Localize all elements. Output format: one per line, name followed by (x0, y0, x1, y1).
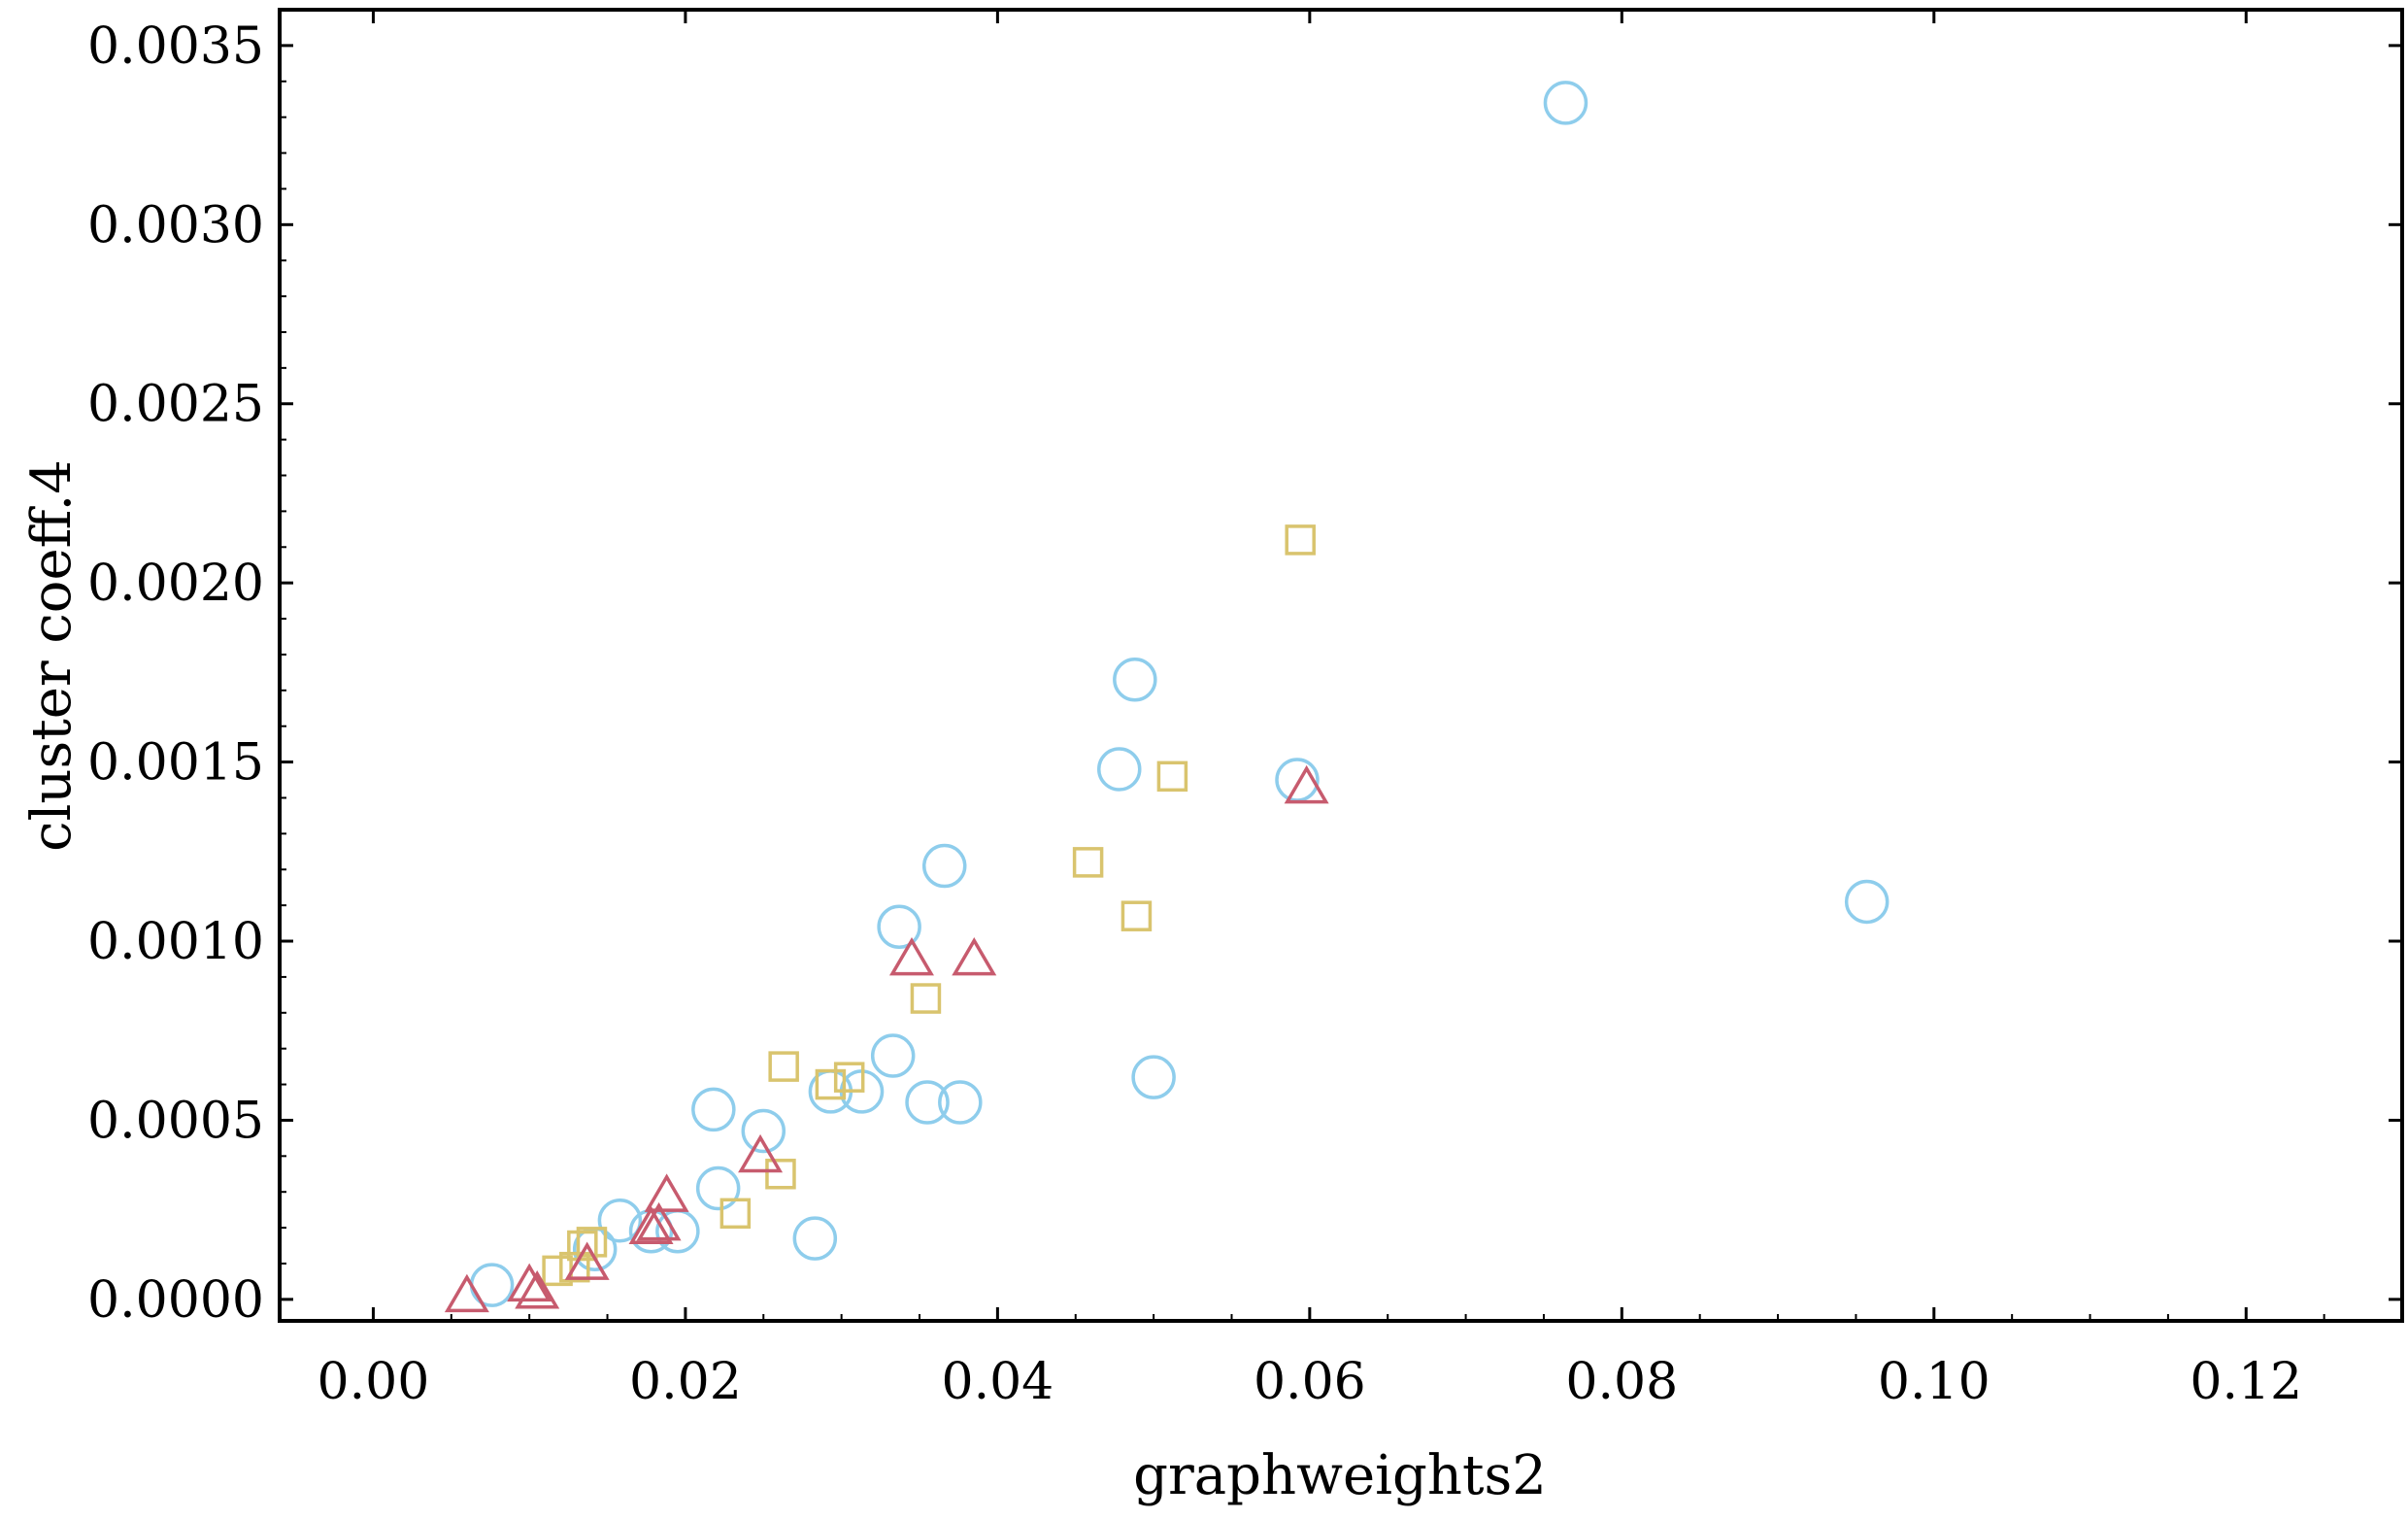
circle-marker (1097, 747, 1142, 792)
x-tick-label: 0.02 (629, 1353, 742, 1411)
square-marker (768, 1051, 799, 1082)
x-tick-label: 0.08 (1565, 1353, 1678, 1411)
x-tick-label: 0.10 (1878, 1353, 1990, 1411)
triangle-marker (628, 1205, 674, 1245)
square-marker (719, 1198, 752, 1230)
circle-marker (921, 843, 967, 889)
plot-frame (278, 8, 2404, 1323)
triangle-marker (564, 1241, 610, 1280)
y-tick-label: 0.0005 (87, 1092, 264, 1150)
circle-marker (469, 1263, 515, 1307)
triangle-marker (888, 936, 934, 976)
y-axis-label: cluster coeff.4 (20, 459, 84, 852)
square-marker (1072, 847, 1104, 878)
x-tick-label: 0.06 (1254, 1353, 1366, 1411)
triangle-marker (644, 1173, 689, 1212)
square-marker (833, 1062, 865, 1093)
x-axis-label: graphweights2 (1133, 1444, 1547, 1507)
square-marker (910, 983, 942, 1014)
circle-marker (870, 1033, 916, 1078)
triangle-marker (515, 1270, 560, 1309)
square-marker (765, 1159, 796, 1190)
square-marker (559, 1251, 590, 1283)
triangle-marker (444, 1273, 489, 1313)
triangle-marker (1284, 764, 1329, 804)
y-tick-label: 0.0035 (87, 17, 264, 76)
y-tick-label: 0.0000 (87, 1271, 264, 1330)
y-tick-label: 0.0025 (87, 376, 264, 434)
y-tick-label: 0.0015 (87, 734, 264, 793)
circle-marker (877, 904, 921, 950)
circle-marker (691, 1087, 736, 1132)
circle-marker (1131, 1055, 1176, 1099)
y-axis-ticks: 0.0000 0.0005 0.0010 0.0015 0.0020 0.0025 0.00… (87, 17, 2402, 1330)
triangle-marker (636, 1201, 682, 1241)
y-tick-label: 0.0020 (87, 555, 264, 613)
square-marker (1285, 524, 1316, 556)
square-marker (567, 1230, 598, 1262)
x-tick-label: 0.00 (318, 1353, 430, 1411)
circle-marker (1113, 658, 1157, 702)
x-axis-ticks: 0.00 0.02 0.04 0.06 0.08 0.10 0.12 (318, 10, 2403, 1411)
triangle-marker (738, 1133, 784, 1173)
circle-marker (695, 1165, 741, 1211)
data-markers (444, 81, 1890, 1313)
circle-marker (1543, 81, 1589, 125)
circle-marker (741, 1108, 786, 1154)
triangle-marker (952, 936, 997, 976)
y-tick-label: 0.0030 (87, 196, 264, 254)
x-tick-label: 0.12 (2190, 1353, 2302, 1411)
y-tick-label: 0.0010 (87, 913, 264, 971)
square-marker (1120, 900, 1153, 931)
square-marker (1156, 760, 1188, 793)
circle-marker (597, 1198, 643, 1243)
x-tick-label: 0.04 (941, 1353, 1054, 1411)
circle-marker (792, 1216, 838, 1261)
circle-marker (1844, 879, 1890, 925)
triangle-marker (507, 1263, 552, 1302)
circle-marker (938, 1080, 983, 1125)
square-marker (815, 1068, 847, 1100)
circle-marker (905, 1080, 950, 1125)
